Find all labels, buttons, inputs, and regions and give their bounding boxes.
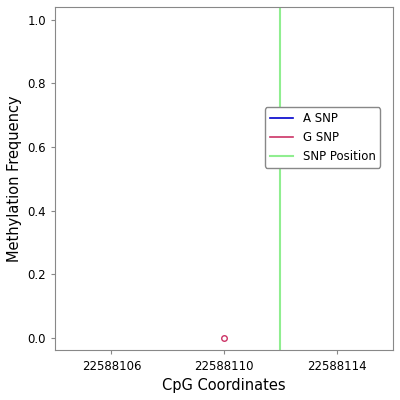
Y-axis label: Methylation Frequency: Methylation Frequency (7, 95, 22, 262)
Legend: A SNP, G SNP, SNP Position: A SNP, G SNP, SNP Position (265, 107, 380, 168)
X-axis label: CpG Coordinates: CpG Coordinates (162, 378, 286, 393)
